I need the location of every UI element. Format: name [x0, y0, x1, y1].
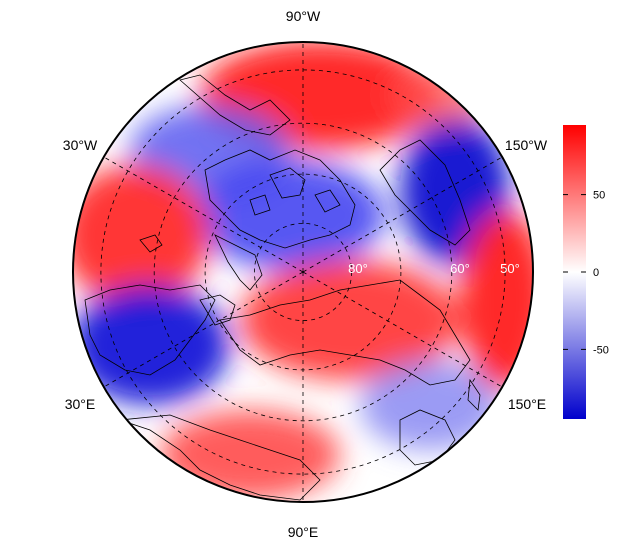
coastline-arctic-islands: [249, 167, 341, 216]
coastlines: [84, 74, 481, 501]
negative-anomaly-arctic-center: [195, 160, 385, 270]
positive-anomaly-west-atlantic: [390, 65, 490, 125]
coastline-europe: [84, 284, 216, 376]
lon-label-30w: 30°W: [63, 137, 98, 153]
lon-label-150w: 150°W: [505, 137, 548, 153]
coastline-north-america: [204, 149, 356, 249]
coastline-africa-middle-east: [119, 414, 321, 501]
meridian--30: [103, 156, 304, 273]
latitude-circle-80: [253, 222, 352, 321]
coastline-alaska: [379, 139, 471, 246]
graticule: [100, 42, 506, 502]
lon-label-90e: 90°E: [288, 524, 319, 540]
lat-label-60: 60°: [450, 261, 470, 276]
coastline-greenland: [214, 234, 263, 291]
colorbar-ticks: 50 0 -50: [563, 190, 609, 356]
negative-anomaly-east-asia: [360, 360, 500, 450]
map-border: [72, 41, 534, 503]
lat-label-50: 50°: [500, 261, 520, 276]
coastline-japan: [467, 378, 481, 411]
colorbar-tick-label: -50: [593, 344, 609, 356]
latitude-circle-50: [100, 69, 506, 475]
colorbar: 50 0 -50: [563, 125, 609, 419]
negative-anomaly-europe: [73, 285, 230, 405]
latitude-labels: 80° 60° 50°: [348, 261, 520, 276]
colorbar-tick-label: 50: [593, 190, 605, 202]
colorbar-gradient: [563, 125, 586, 419]
meridian-150: [302, 271, 503, 388]
latitude-circle-60: [153, 122, 453, 422]
coastline-iceland: [139, 234, 163, 253]
lon-label-150e: 150°E: [508, 396, 546, 412]
lon-label-90w: 90°W: [286, 8, 321, 24]
meridian-30: [103, 271, 304, 388]
positive-anomaly-siberia: [240, 260, 460, 380]
longitude-labels: 90°W 150°W 30°W 30°E 150°E 90°E: [63, 8, 548, 540]
positive-anomaly-north-asia: [160, 410, 340, 500]
coastline-east-north-america: [179, 74, 291, 136]
positive-anomaly-east-pacific: [460, 210, 533, 390]
lon-label-30e: 30°E: [65, 396, 96, 412]
meridian--150: [302, 156, 503, 273]
positive-anomaly-north-atlantic: [73, 165, 210, 305]
coastline-siberia: [219, 279, 471, 386]
lat-label-80: 80°: [348, 261, 368, 276]
anomaly-field: [73, 42, 533, 502]
colorbar-tick-label: 0: [593, 267, 599, 279]
